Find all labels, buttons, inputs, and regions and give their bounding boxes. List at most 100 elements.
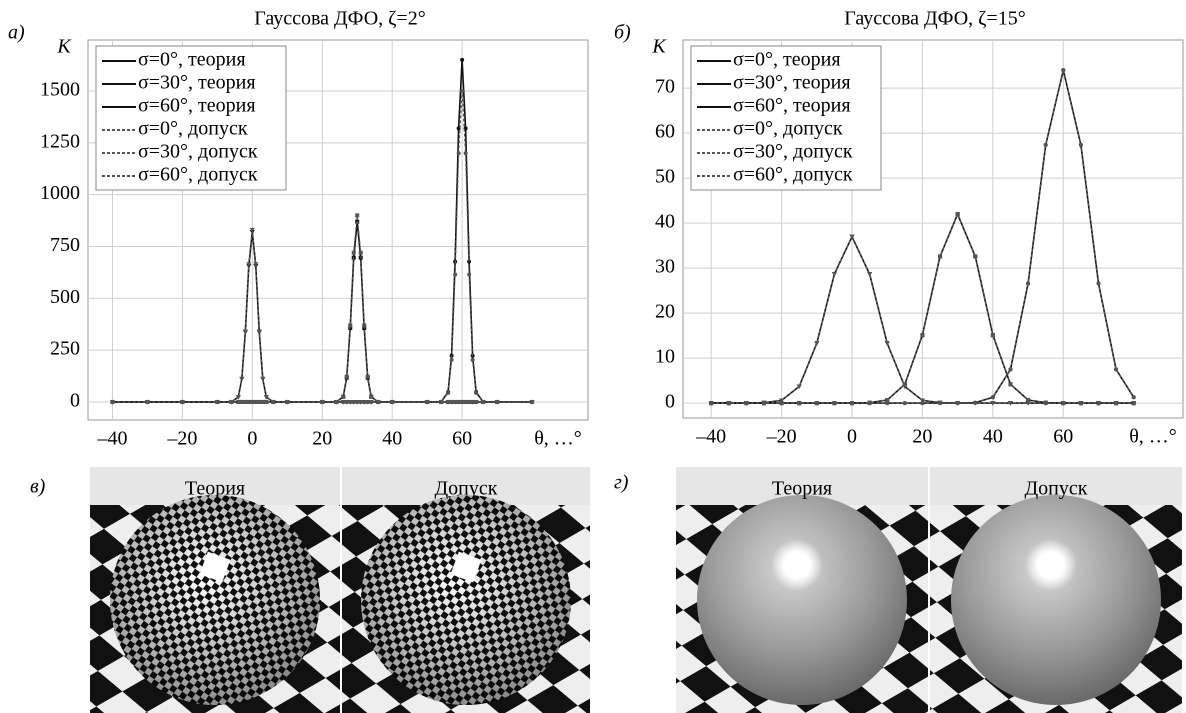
- panel-label: б): [614, 22, 631, 44]
- y-tick-label: 20: [655, 301, 675, 323]
- y-tick-label: 250: [50, 338, 80, 360]
- marker: [1114, 367, 1119, 372]
- chart-title: Гауссова ДФО, ζ=2°: [254, 8, 425, 30]
- rendering: [930, 467, 1182, 713]
- marker: [779, 398, 785, 403]
- marker: [1078, 401, 1083, 406]
- marker: [867, 401, 872, 406]
- x-tick-label: 20: [912, 426, 932, 448]
- marker: [1043, 400, 1048, 405]
- view-caption: Теория: [772, 478, 832, 500]
- marker: [902, 401, 907, 406]
- marker: [709, 401, 714, 406]
- marker: [341, 399, 346, 404]
- marker: [1078, 142, 1083, 147]
- marker: [341, 394, 346, 399]
- legend-label: σ=30°, допуск: [138, 141, 258, 163]
- sphere: [697, 495, 907, 705]
- marker: [885, 401, 890, 406]
- marker: [362, 323, 367, 328]
- marker: [1131, 401, 1136, 406]
- x-tick-label: 0: [247, 428, 257, 450]
- marker: [460, 57, 465, 62]
- marker: [761, 401, 766, 406]
- marker: [467, 272, 472, 277]
- legend-label: σ=0°, теория: [733, 49, 841, 71]
- legend-label: σ=30°, теория: [733, 72, 851, 94]
- x-tick-label: 40: [983, 426, 1003, 448]
- marker: [260, 376, 266, 382]
- marker: [973, 254, 978, 259]
- marker: [744, 401, 749, 406]
- marker: [474, 390, 479, 395]
- marker: [253, 262, 259, 267]
- marker: [180, 399, 185, 404]
- marker: [257, 399, 262, 404]
- marker: [263, 394, 269, 400]
- y-tick-label: 30: [655, 256, 675, 278]
- marker: [1043, 142, 1048, 147]
- marker: [439, 399, 444, 404]
- marker: [246, 262, 252, 267]
- marker: [990, 395, 995, 400]
- panel-label: г): [614, 472, 629, 494]
- marker: [110, 399, 115, 404]
- x-tick-label: 40: [382, 428, 402, 450]
- view-caption: Допуск: [435, 478, 498, 500]
- marker: [285, 399, 290, 404]
- y-tick-label: 70: [655, 76, 675, 98]
- marker: [831, 272, 837, 277]
- marker: [453, 272, 458, 277]
- marker: [355, 399, 360, 404]
- marker: [320, 399, 325, 404]
- legend-label: σ=0°, допуск: [733, 118, 843, 140]
- y-axis-label: K: [651, 36, 667, 58]
- marker: [1007, 401, 1013, 406]
- marker: [369, 394, 374, 399]
- y-tick-label: 60: [655, 121, 675, 143]
- legend-box: [690, 45, 882, 191]
- marker: [955, 401, 960, 406]
- marker: [467, 399, 472, 404]
- marker: [919, 398, 925, 403]
- marker: [256, 329, 262, 334]
- marker: [369, 399, 374, 404]
- marker: [260, 399, 265, 404]
- sphere: [951, 495, 1161, 705]
- view-caption: Теория: [185, 478, 245, 500]
- marker: [271, 399, 276, 404]
- marker: [990, 333, 995, 338]
- marker: [449, 357, 454, 362]
- y-tick-label: 1250: [40, 130, 80, 152]
- y-tick-label: 1000: [40, 182, 80, 204]
- legend-label: σ=0°, допуск: [138, 118, 248, 140]
- marker: [239, 376, 245, 382]
- marker: [246, 399, 251, 404]
- marker: [456, 399, 461, 404]
- marker: [938, 254, 943, 259]
- renderings: Теория Допуск Теория Допуск в) г): [30, 467, 1182, 713]
- marker: [344, 374, 349, 379]
- marker: [832, 401, 837, 406]
- marker: [355, 213, 360, 218]
- marker: [920, 401, 925, 406]
- marker: [460, 88, 465, 93]
- rendering: [342, 467, 590, 713]
- marker: [920, 333, 925, 338]
- y-axis-label: K: [56, 36, 72, 58]
- rendering: [90, 467, 340, 713]
- highlight: [199, 551, 231, 583]
- x-tick-label: –20: [166, 428, 197, 450]
- marker: [1096, 281, 1101, 286]
- marker: [351, 250, 356, 255]
- marker: [249, 227, 255, 233]
- marker: [239, 399, 244, 404]
- marker: [814, 341, 820, 346]
- x-tick-label: 60: [1053, 426, 1073, 448]
- marker: [1061, 68, 1066, 73]
- legend-label: σ=60°, допуск: [733, 164, 853, 186]
- marker: [1008, 382, 1013, 387]
- x-axis-label: θ, …°: [534, 428, 582, 450]
- marker: [814, 401, 819, 406]
